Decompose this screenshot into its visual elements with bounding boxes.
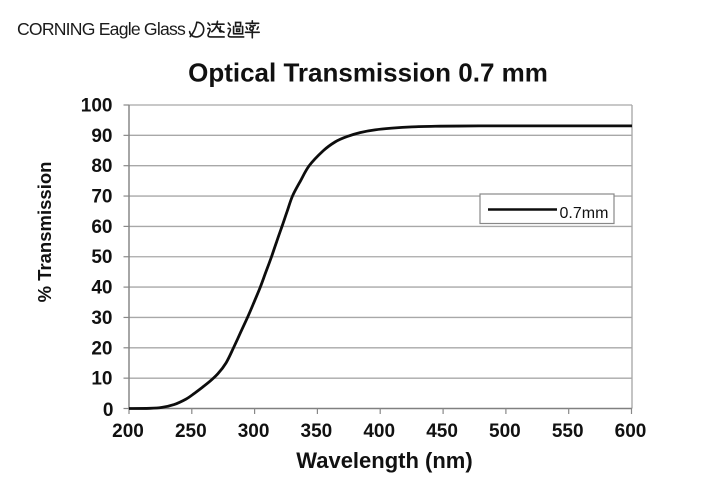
svg-text:30: 30 — [91, 308, 112, 329]
svg-text:20: 20 — [91, 338, 112, 359]
svg-text:550: 550 — [552, 421, 584, 442]
svg-text:100: 100 — [81, 96, 113, 117]
svg-text:10: 10 — [91, 369, 112, 390]
svg-text:200: 200 — [112, 421, 144, 442]
svg-text:% Transmission: % Transmission — [34, 162, 55, 303]
svg-text:600: 600 — [615, 421, 647, 442]
svg-text:Wavelength (nm): Wavelength (nm) — [296, 448, 472, 473]
svg-text:80: 80 — [91, 156, 112, 177]
svg-text:90: 90 — [91, 126, 112, 147]
svg-text:60: 60 — [91, 217, 112, 238]
svg-text:400: 400 — [363, 421, 395, 442]
svg-text:70: 70 — [91, 187, 112, 208]
svg-text:40: 40 — [91, 278, 112, 299]
svg-text:0.7mm: 0.7mm — [560, 205, 609, 222]
svg-text:Optical Transmission 0.7 mm: Optical Transmission 0.7 mm — [188, 58, 548, 88]
svg-text:CORNING Eagle Glass: CORNING Eagle Glass — [17, 19, 186, 39]
svg-text:300: 300 — [238, 421, 270, 442]
svg-text:500: 500 — [489, 421, 521, 442]
svg-text:350: 350 — [301, 421, 333, 442]
svg-text:250: 250 — [175, 421, 207, 442]
svg-text:450: 450 — [426, 421, 458, 442]
svg-text:50: 50 — [91, 247, 112, 268]
svg-text:0: 0 — [103, 400, 114, 421]
